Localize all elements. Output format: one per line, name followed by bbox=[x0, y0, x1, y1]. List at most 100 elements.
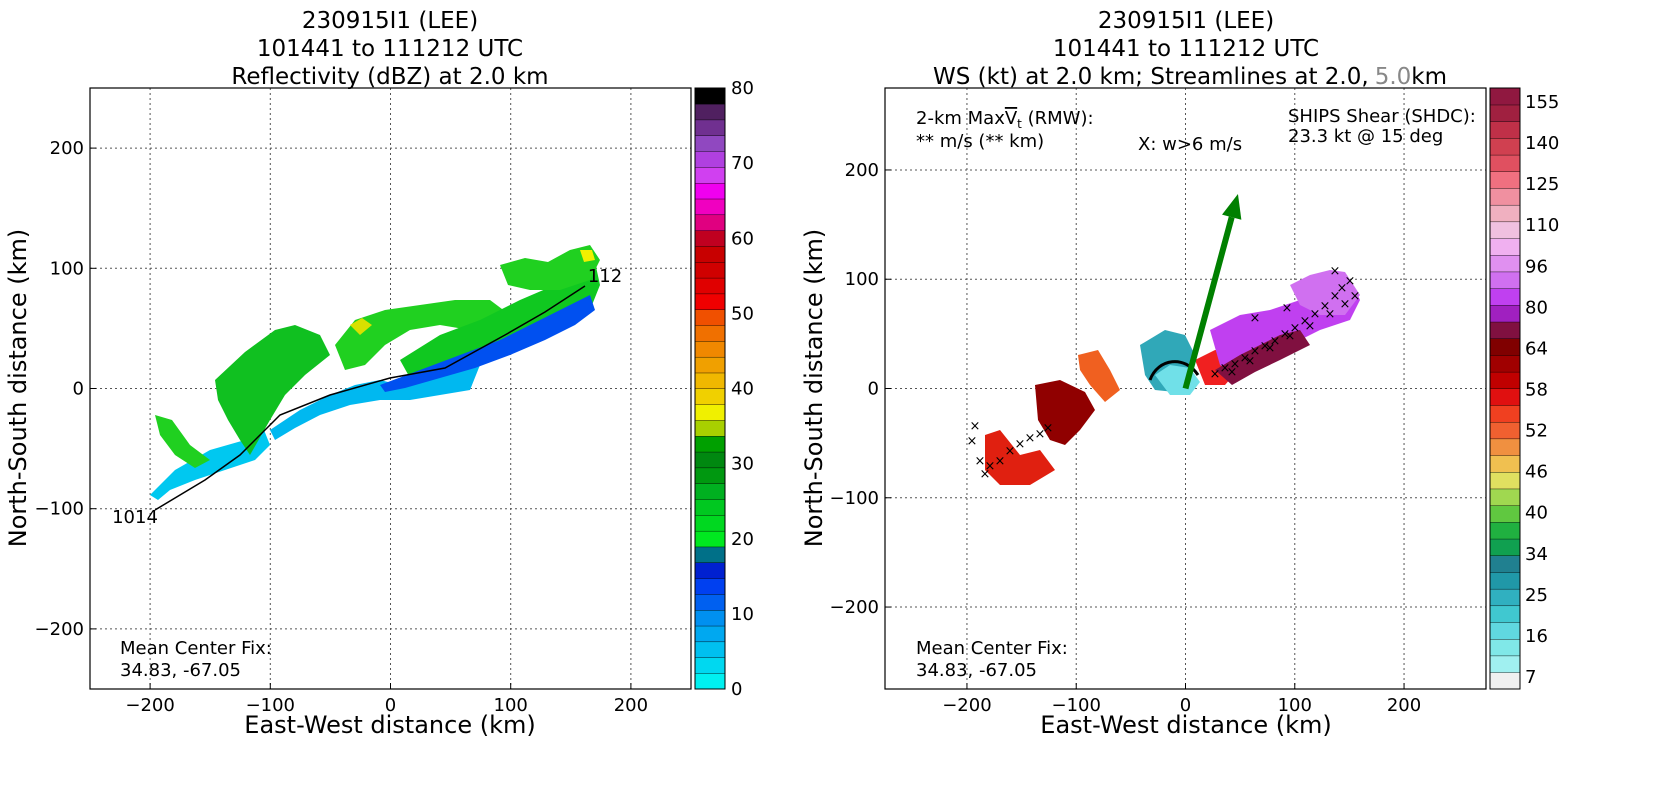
left-cbar-swatch-9 bbox=[694, 530, 726, 548]
right-cbar-swatch-11 bbox=[1489, 488, 1521, 506]
right-cbar-swatch-19 bbox=[1489, 354, 1521, 373]
left-cbar-swatch-20 bbox=[694, 356, 726, 374]
left-y-tick-label--200: −200 bbox=[35, 619, 84, 640]
right-y-axis-label: North-South distance (km) bbox=[800, 229, 828, 548]
right-cbar-tick-110: 110 bbox=[1525, 215, 1559, 236]
echo-fill-north-ring bbox=[335, 300, 510, 370]
echo-fill-west-green bbox=[155, 415, 210, 468]
updraft-marker: × bbox=[1227, 365, 1238, 380]
right-mean-center-value: 34.83, -67.05 bbox=[916, 660, 1037, 681]
right-x-tick-label-200: 200 bbox=[1387, 695, 1421, 716]
wind-speed-field: ××××× ×× × × ××× × × × × × × × × × ×××××××××××××××× bbox=[967, 264, 1361, 485]
left-cbar-swatch-32 bbox=[694, 166, 726, 184]
updraft-marker: × bbox=[1330, 264, 1341, 279]
ws-fill-ne-lavender bbox=[1290, 270, 1360, 315]
right-y-tick-label--200: −200 bbox=[830, 597, 879, 618]
right-y-tick-label-200: 200 bbox=[845, 160, 879, 181]
updraft-marker: × bbox=[975, 454, 986, 469]
shear-vector bbox=[1182, 193, 1242, 390]
right-cbar-swatch-1 bbox=[1489, 655, 1521, 673]
right-cbar-tick-96: 96 bbox=[1525, 256, 1548, 277]
left-cbar-swatch-17 bbox=[694, 404, 726, 421]
updraft-marker: × bbox=[1270, 334, 1281, 349]
updraft-marker: × bbox=[1325, 307, 1336, 322]
updraft-marker: × bbox=[1260, 339, 1271, 354]
right-cbar-swatch-4 bbox=[1489, 605, 1521, 623]
updraft-marker: × bbox=[1320, 299, 1331, 314]
right-cbar-swatch-0 bbox=[1489, 672, 1521, 690]
left-cbar-swatch-0 bbox=[694, 672, 726, 690]
left-cbar-swatch-30 bbox=[694, 198, 726, 216]
track-start-label: 1014 bbox=[112, 507, 158, 528]
reflectivity-field: 1014 112 bbox=[112, 245, 622, 528]
right-cbar-tick-46: 46 bbox=[1525, 462, 1548, 483]
vt-prefix: 2-km Max bbox=[916, 108, 1005, 129]
right-title-line-3: WS (kt) at 2.0 km; Streamlines at 2.0, 5.… bbox=[933, 64, 1447, 90]
left-cbar-swatch-1 bbox=[694, 657, 726, 674]
updraft-marker: × bbox=[1350, 289, 1361, 304]
left-cbar-tick-60: 60 bbox=[731, 228, 754, 249]
right-y-tick-label-100: 100 bbox=[845, 269, 879, 290]
left-cbar-swatch-28 bbox=[694, 230, 726, 247]
right-cbar-swatch-32 bbox=[1489, 137, 1521, 156]
right-title-line-3-main: WS (kt) at 2.0 km; Streamlines at 2.0, bbox=[933, 64, 1369, 90]
left-cbar-swatch-8 bbox=[694, 546, 726, 563]
vt-label: 2-km MaxVt (RMW): bbox=[916, 108, 1094, 131]
left-cbar-swatch-31 bbox=[694, 182, 726, 200]
ws-fill-west-orange bbox=[1078, 350, 1120, 402]
right-cbar-frame bbox=[1489, 87, 1521, 690]
left-cbar-swatch-12 bbox=[694, 483, 726, 500]
left-cbar-tick-10: 10 bbox=[731, 604, 754, 625]
left-cbar-tick-50: 50 bbox=[731, 303, 754, 324]
right-x-axis-label: East-West distance (km) bbox=[1040, 711, 1331, 739]
left-cbar-swatch-13 bbox=[694, 467, 726, 484]
left-cbar-swatch-18 bbox=[694, 388, 726, 405]
storm-track bbox=[154, 285, 586, 511]
left-title-line-3: Reflectivity (dBZ) at 2.0 km bbox=[231, 64, 548, 90]
right-cbar-tick-58: 58 bbox=[1525, 380, 1548, 401]
right-cbar-swatch-10 bbox=[1489, 505, 1521, 523]
right-cbar-swatch-13 bbox=[1489, 455, 1521, 473]
right-cbar-tick-40: 40 bbox=[1525, 503, 1548, 524]
right-cbar-swatch-17 bbox=[1489, 388, 1521, 406]
updraft-marker: × bbox=[1285, 329, 1296, 344]
left-cbar-tick-70: 70 bbox=[731, 153, 754, 174]
left-cbar-swatch-14 bbox=[694, 451, 726, 469]
left-y-axis-label: North-South distance (km) bbox=[4, 229, 32, 548]
right-cbar-swatch-20 bbox=[1489, 338, 1521, 356]
left-cbar-swatch-15 bbox=[694, 435, 726, 453]
left-cbar-swatch-27 bbox=[694, 245, 726, 263]
left-cbar-swatch-36 bbox=[694, 103, 726, 121]
updraft-marker: × bbox=[1300, 314, 1311, 329]
right-cbar-tick-16: 16 bbox=[1525, 626, 1548, 647]
updraft-marker: × bbox=[970, 419, 981, 434]
right-x-tick-label-0: 0 bbox=[1180, 695, 1191, 716]
ws-fill-east-dark bbox=[1215, 330, 1310, 385]
updraft-marker: × bbox=[1043, 421, 1054, 436]
shear-arrow-head bbox=[1222, 193, 1242, 220]
left-x-tick-label--200: −200 bbox=[125, 695, 174, 716]
left-cbar-swatch-35 bbox=[694, 119, 726, 136]
right-cbar-swatch-7 bbox=[1489, 555, 1521, 573]
left-cbar-frame bbox=[694, 87, 726, 690]
right-cbar-swatch-29 bbox=[1489, 187, 1521, 206]
left-x-tick-label-200: 200 bbox=[614, 695, 648, 716]
left-cbar-swatch-25 bbox=[694, 277, 726, 295]
left-x-axis-label: East-West distance (km) bbox=[244, 711, 535, 739]
updraft-marker: × bbox=[1240, 351, 1251, 366]
updraft-marker: × bbox=[1305, 319, 1316, 334]
left-y-tick-label-100: 100 bbox=[50, 258, 84, 279]
streamline-arc bbox=[1148, 360, 1200, 381]
left-grid bbox=[90, 88, 691, 689]
right-cbar-swatch-18 bbox=[1489, 371, 1521, 389]
ws-fill-west-darkred bbox=[1035, 380, 1095, 445]
wind-speed-colorbar: 7 16 25 34 40 46 52 58 64 80 96 110 125 140 155 bbox=[1489, 87, 1559, 690]
right-cbar-tick-64: 64 bbox=[1525, 338, 1548, 359]
right-mean-center-label: Mean Center Fix: bbox=[916, 638, 1068, 659]
right-cbar-swatch-30 bbox=[1489, 171, 1521, 189]
right-x-tick-label-100: 100 bbox=[1278, 695, 1312, 716]
right-cbar-swatch-35 bbox=[1489, 87, 1521, 106]
updraft-marker: × bbox=[1290, 321, 1301, 336]
right-cbar-swatch-2 bbox=[1489, 638, 1521, 657]
